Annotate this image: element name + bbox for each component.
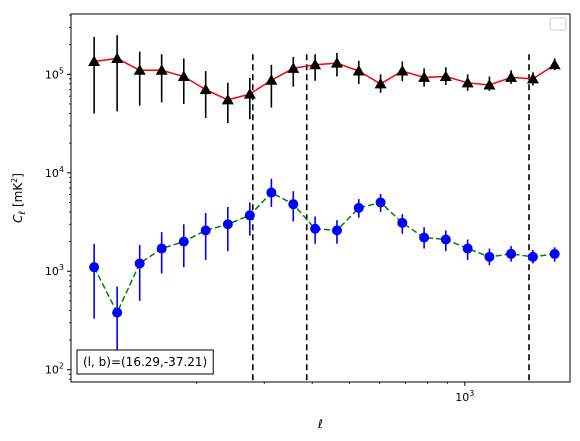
data-point-circle: [462, 243, 473, 254]
data-point-circle: [375, 197, 386, 208]
y-tick-label: 103: [45, 263, 64, 278]
data-point-triangle: [111, 52, 124, 63]
data-point-circle: [331, 225, 342, 236]
data-point-triangle: [309, 58, 322, 70]
data-point-triangle: [352, 65, 365, 76]
legend-box: [549, 17, 567, 31]
data-point-circle: [353, 202, 364, 213]
data-point-triangle: [287, 62, 300, 73]
y-tick-label: 102: [45, 362, 64, 377]
series-0: [88, 35, 561, 124]
series-1: [89, 178, 560, 353]
data-point-circle: [288, 199, 299, 210]
series-line: [93, 191, 555, 315]
data-point-circle: [506, 248, 517, 259]
data-point-circle: [549, 248, 560, 259]
data-point-circle: [178, 236, 189, 247]
vertical-markers: [252, 54, 530, 382]
data-point-triangle: [526, 72, 539, 84]
series-group: [88, 35, 561, 353]
axis-ticks: 102 103 104 105 103: [45, 14, 474, 404]
data-point-triangle: [177, 70, 190, 82]
x-axis-label: ℓ: [317, 417, 323, 431]
data-point-circle: [397, 217, 408, 228]
plot-frame: [70, 13, 571, 383]
data-point-circle: [310, 223, 321, 234]
data-point-triangle: [88, 55, 101, 66]
data-point-circle: [440, 234, 451, 245]
y-tick-label: 105: [45, 66, 64, 81]
data-point-triangle: [461, 76, 474, 88]
y-axis-label: Cℓ [mK2]: [10, 173, 28, 223]
data-point-circle: [156, 243, 167, 254]
data-point-triangle: [133, 64, 146, 75]
data-point-triangle: [374, 77, 387, 89]
x-tick-label: 103: [455, 389, 474, 404]
data-point-triangle: [439, 70, 452, 82]
series-line: [94, 57, 556, 101]
data-point-triangle: [396, 65, 409, 76]
y-tick-label: 104: [45, 165, 64, 180]
data-point-circle: [89, 262, 100, 273]
data-point-circle: [112, 307, 123, 318]
data-point-triangle: [265, 74, 278, 85]
data-point-triangle: [505, 71, 518, 82]
data-point-triangle: [243, 88, 256, 99]
data-point-triangle: [548, 58, 561, 70]
data-point-circle: [419, 232, 430, 243]
data-point-circle: [244, 210, 255, 221]
data-point-circle: [527, 251, 538, 262]
data-point-triangle: [330, 57, 343, 68]
data-point-circle: [200, 225, 211, 236]
data-point-triangle: [199, 83, 212, 95]
coordinate-annotation: (l, b)=(16.29,-37.21): [76, 349, 214, 375]
data-point-circle: [134, 258, 145, 269]
data-point-triangle: [221, 93, 234, 105]
data-point-circle: [266, 187, 277, 198]
data-point-triangle: [483, 78, 496, 90]
data-point-triangle: [418, 71, 431, 82]
data-point-circle: [484, 251, 495, 262]
data-point-circle: [222, 219, 233, 230]
data-point-triangle: [155, 64, 168, 75]
coordinate-annotation-text: (l, b)=(16.29,-37.21): [83, 355, 207, 369]
